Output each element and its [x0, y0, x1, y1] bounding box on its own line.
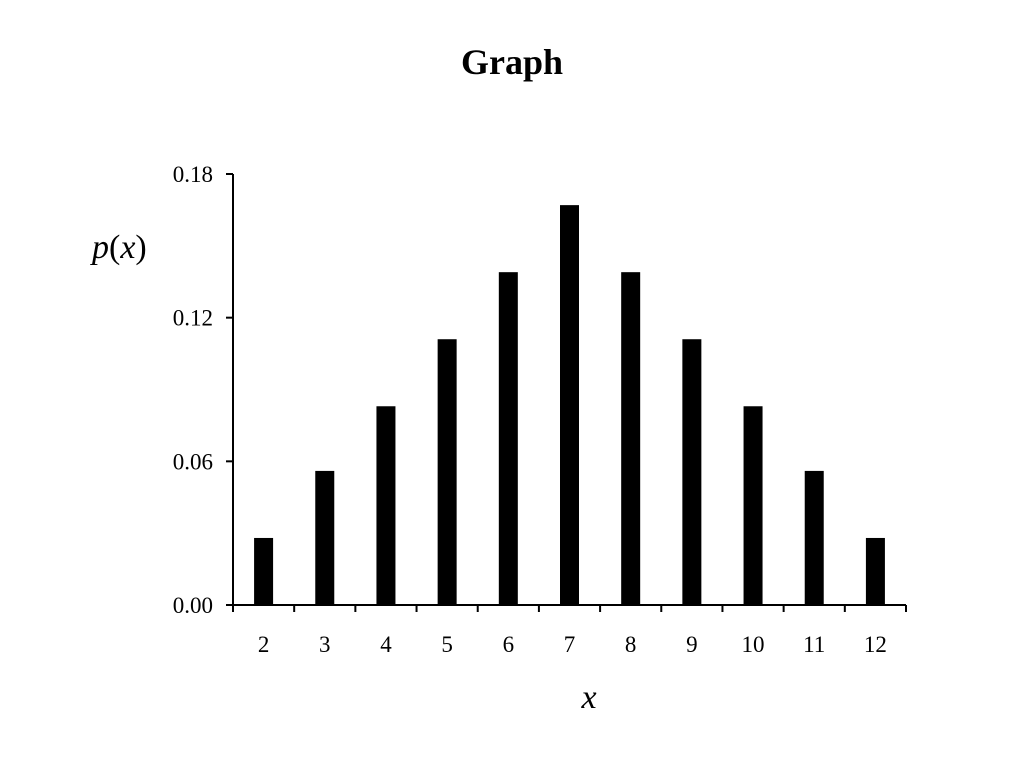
svg-text:p(x): p(x) [90, 229, 147, 266]
bar [254, 537, 274, 605]
x-tick-label: 3 [319, 632, 331, 657]
y-axis-label: p(x) [90, 229, 147, 266]
y-axis-label-close-paren: ) [135, 229, 146, 266]
y-tick-label: 0.12 [173, 306, 213, 331]
y-tick-label: 0.18 [173, 162, 213, 187]
plot-area: 0.00 0.06 0.12 0.18 2 3 4 5 6 7 8 9 10 11 12 [173, 162, 907, 657]
bar [560, 205, 579, 605]
y-axis-label-p: p [90, 229, 109, 266]
x-tick-label: 9 [686, 632, 698, 657]
chart-title: Graph [461, 42, 563, 82]
y-axis-label-var: x [119, 229, 135, 266]
bar [804, 470, 824, 605]
bar [743, 406, 763, 605]
y-tick-label: 0.00 [173, 593, 213, 618]
x-tick-label: 10 [742, 632, 765, 657]
bar [621, 272, 641, 605]
x-tick-label: 8 [625, 632, 637, 657]
bar [682, 339, 702, 605]
x-tick-label: 5 [441, 632, 453, 657]
bar [498, 272, 518, 605]
bar [315, 470, 335, 605]
x-axis-label: x [580, 679, 596, 716]
bar [865, 537, 885, 605]
y-axis-label-open-paren: ( [109, 229, 120, 266]
bar [376, 406, 396, 605]
x-tick-label: 11 [803, 632, 825, 657]
x-tick-label: 12 [864, 632, 887, 657]
x-tick-label: 7 [564, 632, 576, 657]
x-tick-label: 2 [258, 632, 270, 657]
x-tick-label: 6 [503, 632, 515, 657]
x-tick-label: 4 [380, 632, 392, 657]
bar [437, 339, 457, 605]
y-tick-label: 0.06 [173, 449, 213, 474]
